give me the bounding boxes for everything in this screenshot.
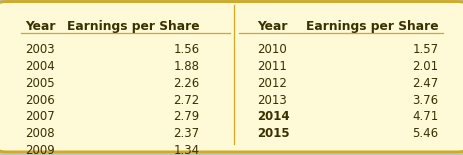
Text: 2015: 2015 bbox=[257, 127, 289, 140]
Text: 2008: 2008 bbox=[25, 127, 55, 140]
Text: 2.79: 2.79 bbox=[173, 110, 199, 123]
Text: Earnings per Share: Earnings per Share bbox=[67, 20, 199, 33]
Text: 1.34: 1.34 bbox=[173, 144, 199, 155]
Text: 2005: 2005 bbox=[25, 77, 55, 90]
Text: 2013: 2013 bbox=[257, 94, 287, 107]
Text: 2.26: 2.26 bbox=[173, 77, 199, 90]
Text: 1.88: 1.88 bbox=[173, 60, 199, 73]
Text: 2011: 2011 bbox=[257, 60, 287, 73]
Text: 1.56: 1.56 bbox=[173, 43, 199, 56]
Text: 2014: 2014 bbox=[257, 110, 289, 123]
Text: 5.46: 5.46 bbox=[412, 127, 438, 140]
Text: 2012: 2012 bbox=[257, 77, 287, 90]
Text: 2007: 2007 bbox=[25, 110, 55, 123]
Text: 2004: 2004 bbox=[25, 60, 55, 73]
Text: Year: Year bbox=[25, 20, 56, 33]
Text: 2.37: 2.37 bbox=[173, 127, 199, 140]
Text: 2006: 2006 bbox=[25, 94, 55, 107]
Text: Year: Year bbox=[257, 20, 288, 33]
Text: Earnings per Share: Earnings per Share bbox=[305, 20, 438, 33]
Text: 2.72: 2.72 bbox=[173, 94, 199, 107]
Text: 3.76: 3.76 bbox=[412, 94, 438, 107]
FancyBboxPatch shape bbox=[0, 2, 463, 152]
Text: 2.01: 2.01 bbox=[412, 60, 438, 73]
Text: 4.71: 4.71 bbox=[411, 110, 438, 123]
Text: 2009: 2009 bbox=[25, 144, 55, 155]
Text: 2010: 2010 bbox=[257, 43, 287, 56]
Text: 2.47: 2.47 bbox=[411, 77, 438, 90]
Text: 2003: 2003 bbox=[25, 43, 55, 56]
Text: 1.57: 1.57 bbox=[412, 43, 438, 56]
